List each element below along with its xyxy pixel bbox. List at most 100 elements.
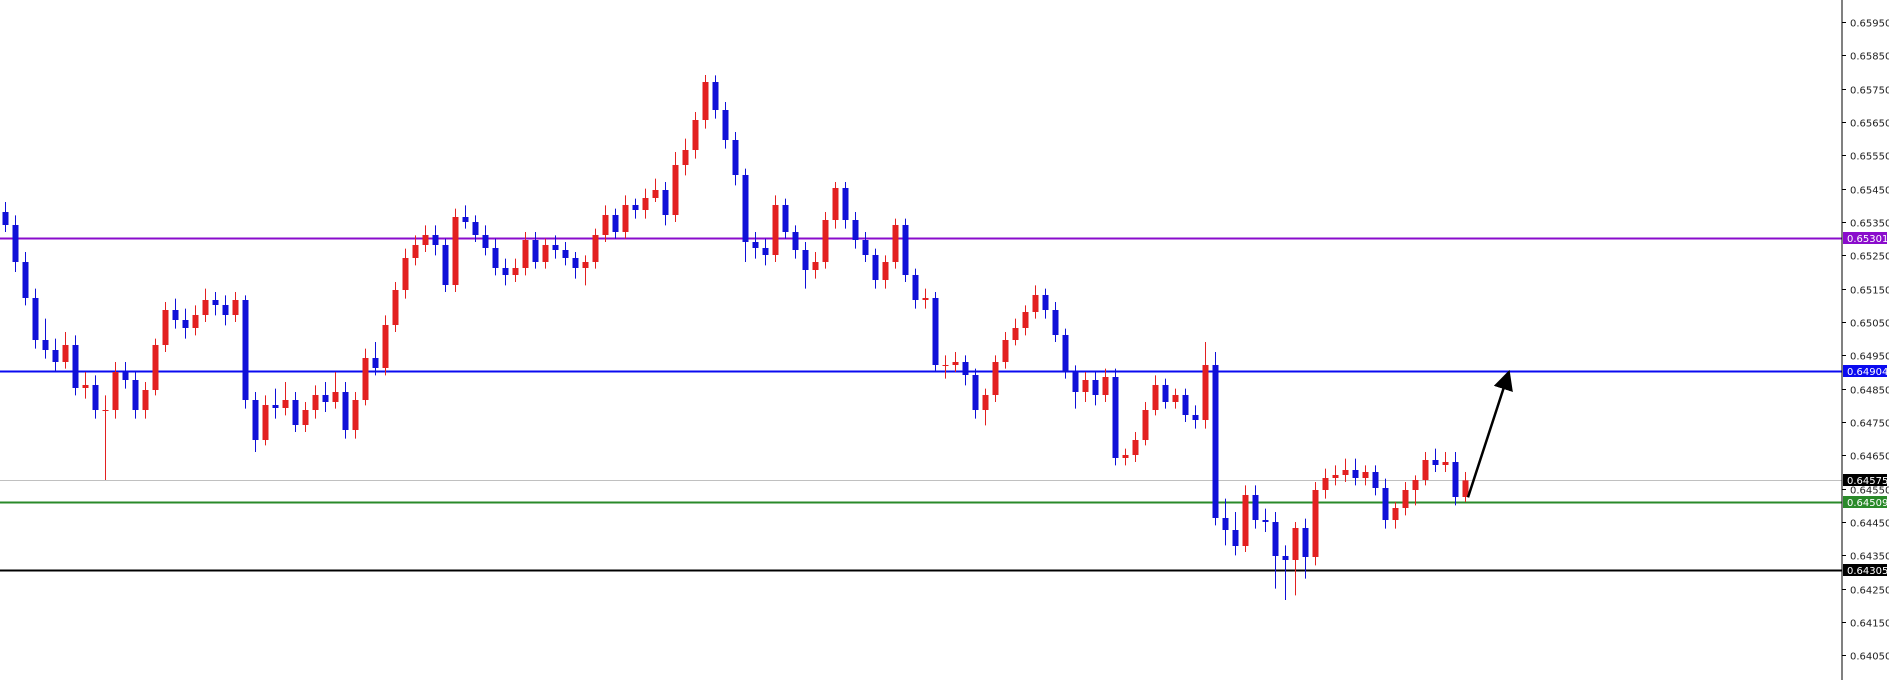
candle-body xyxy=(1012,328,1019,340)
candle-bullish xyxy=(1122,448,1129,466)
y-tick-label: 0.65950 xyxy=(1850,19,1889,30)
price-marker-label: 0.64904 xyxy=(1847,367,1888,378)
candle-body xyxy=(372,358,379,368)
candle-bullish xyxy=(312,385,319,419)
y-tick-label: 0.65050 xyxy=(1850,319,1889,330)
price-marker-bg xyxy=(1843,564,1887,576)
candle-bearish xyxy=(1382,478,1389,529)
price-marker-bg xyxy=(1843,496,1887,508)
candle-bearish xyxy=(442,238,449,292)
candle-bearish xyxy=(122,362,129,389)
plot-area[interactable] xyxy=(0,0,1842,680)
price-marker-label: 0.64305 xyxy=(1847,566,1888,577)
candle-body xyxy=(1312,490,1319,557)
candle-bearish xyxy=(902,218,909,282)
candle-body xyxy=(1412,480,1419,490)
candle-body xyxy=(1422,460,1429,480)
candle-bearish xyxy=(1092,372,1099,406)
candle-body xyxy=(912,275,919,300)
candle-body xyxy=(722,110,729,140)
candle-body xyxy=(62,345,69,362)
candle-body xyxy=(992,362,999,395)
candle-body xyxy=(1082,380,1089,392)
candle-bullish xyxy=(522,232,529,276)
y-tick-label: 0.65450 xyxy=(1850,186,1889,197)
candle-body xyxy=(802,250,809,270)
candle-bullish xyxy=(892,218,899,269)
candle-body xyxy=(1062,335,1069,372)
candle-body xyxy=(12,225,19,262)
candle-bullish xyxy=(592,228,599,269)
trend-arrow[interactable] xyxy=(1466,369,1513,498)
candle-bullish xyxy=(1012,318,1019,346)
candle-body xyxy=(1392,508,1399,520)
candle-body xyxy=(322,395,329,402)
candle-bearish xyxy=(782,198,789,239)
candle-body xyxy=(502,268,509,275)
candle-body xyxy=(782,205,789,232)
candle-bullish xyxy=(412,235,419,266)
candle-bullish xyxy=(1412,475,1419,506)
candle-body xyxy=(152,345,159,390)
candle-body xyxy=(522,240,529,268)
candle-body xyxy=(422,235,429,245)
candle-body xyxy=(622,205,629,232)
candle-body xyxy=(1382,488,1389,520)
candle-bullish xyxy=(1312,482,1319,566)
candle-bearish xyxy=(862,232,869,262)
candle-bearish xyxy=(1272,512,1279,589)
candle-bearish xyxy=(22,252,29,306)
candle-bearish xyxy=(1452,452,1459,506)
price-marker-bg xyxy=(1843,474,1887,486)
candle-body xyxy=(342,392,349,430)
candle-bearish xyxy=(1222,498,1229,546)
candle-body xyxy=(132,380,139,410)
horizontal-levels xyxy=(0,237,1842,572)
candle-bullish xyxy=(822,212,829,269)
candle-bullish xyxy=(1142,402,1149,446)
candle-body xyxy=(1182,395,1189,415)
candle-bullish xyxy=(62,332,69,369)
candle-bearish xyxy=(92,375,99,419)
candle-bearish xyxy=(342,382,349,439)
candle-body xyxy=(32,298,39,340)
candle-bullish xyxy=(1242,485,1249,552)
candle-body xyxy=(162,310,169,345)
candle-body xyxy=(652,190,659,198)
candle-bearish xyxy=(562,242,569,266)
candle-bearish xyxy=(502,258,509,286)
candle-body xyxy=(1262,520,1269,522)
candle-bullish xyxy=(1132,432,1139,462)
candle-body xyxy=(432,235,439,245)
candle-body xyxy=(712,82,719,110)
candle-bearish xyxy=(1192,405,1199,429)
candle-body xyxy=(1322,478,1329,490)
candle-bullish xyxy=(302,402,309,432)
candle-body xyxy=(112,372,119,410)
price-markers: 0.65301 0.64904 0.64575 0.64509 0.64305 xyxy=(1843,232,1888,577)
candle-bearish xyxy=(752,232,759,259)
price-marker-label: 0.64575 xyxy=(1847,476,1888,487)
candle-body xyxy=(832,188,839,220)
candle-bearish xyxy=(932,292,939,372)
candle-body xyxy=(1162,385,1169,402)
candle-bullish xyxy=(832,182,839,229)
candle-bearish xyxy=(272,388,279,419)
y-tick-label: 0.64950 xyxy=(1850,352,1889,363)
candle-body xyxy=(222,305,229,315)
candle-body xyxy=(982,395,989,410)
y-tick-label: 0.64350 xyxy=(1850,552,1889,563)
candle-bearish xyxy=(1062,328,1069,379)
candle-body xyxy=(292,400,299,425)
y-tick-label: 0.65850 xyxy=(1850,52,1889,63)
candle-body xyxy=(1302,528,1309,557)
candle-body xyxy=(582,262,589,268)
candle-bearish xyxy=(852,212,859,249)
candle-body xyxy=(1252,495,1259,520)
candle-bullish xyxy=(692,112,699,159)
candle-body xyxy=(792,232,799,250)
price-marker-label: 0.65301 xyxy=(1847,234,1888,245)
arrow-line[interactable] xyxy=(1466,369,1513,498)
candle-bullish xyxy=(192,305,199,336)
